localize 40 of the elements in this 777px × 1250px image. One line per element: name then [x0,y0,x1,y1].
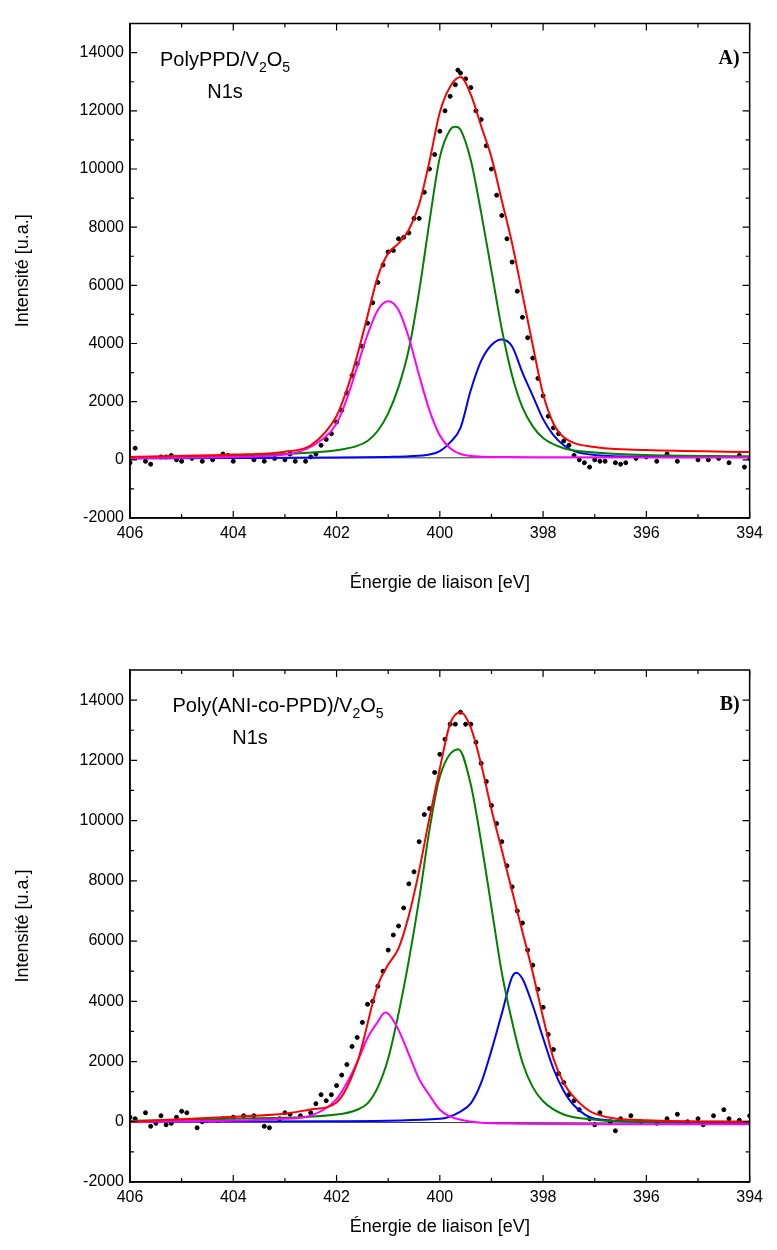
x-tick-label: 396 [633,524,660,542]
annotation: A) [718,45,740,69]
x-tick-label: 402 [323,524,350,542]
annotation: N1s [207,79,243,102]
annotation: N1s [232,726,268,748]
y-tick-label: 4000 [88,333,125,351]
x-tick-label: 394 [736,524,764,542]
x-tick-label: 404 [219,524,247,542]
y-tick-label: 10000 [79,159,125,177]
y-tick-label: 14000 [79,690,125,708]
x-axis-title: Énergie de liaison [eV] [349,1216,530,1237]
y-tick-label: 6000 [88,931,125,949]
y-tick-label: 4000 [88,991,125,1009]
y-tick-label: 2000 [88,1051,125,1069]
x-tick-label: 406 [116,1188,144,1206]
y-tick-label: 12000 [79,750,125,768]
y-tick-label: 10000 [79,810,125,828]
y-tick-label: 8000 [88,217,125,235]
y-tick-label: 2000 [88,392,125,410]
x-tick-label: 402 [323,1188,350,1206]
x-tick-label: 396 [633,1188,660,1206]
y-tick-label: 8000 [88,871,125,889]
y-tick-label: -2000 [83,1172,125,1190]
y-tick-label: 12000 [79,101,125,119]
y-tick-label: 6000 [88,275,125,293]
x-tick-label: 394 [736,1188,764,1206]
x-tick-label: 406 [116,524,144,542]
y-tick-label: 0 [115,450,125,468]
y-axis-title: Intensité [u.a.] [11,214,32,328]
x-axis-title: Énergie de liaison [eV] [349,572,530,593]
x-tick-label: 400 [426,524,454,542]
x-tick-label: 404 [219,1188,247,1206]
x-tick-label: 398 [529,524,557,542]
annotation: B) [719,692,740,715]
x-tick-label: 400 [426,1188,454,1206]
y-tick-label: 14000 [79,43,125,61]
x-tick-label: 398 [529,1188,557,1206]
y-tick-label: 0 [115,1112,125,1130]
y-axis-title: Intensité [u.a.] [11,869,32,983]
y-tick-label: -2000 [83,508,125,526]
